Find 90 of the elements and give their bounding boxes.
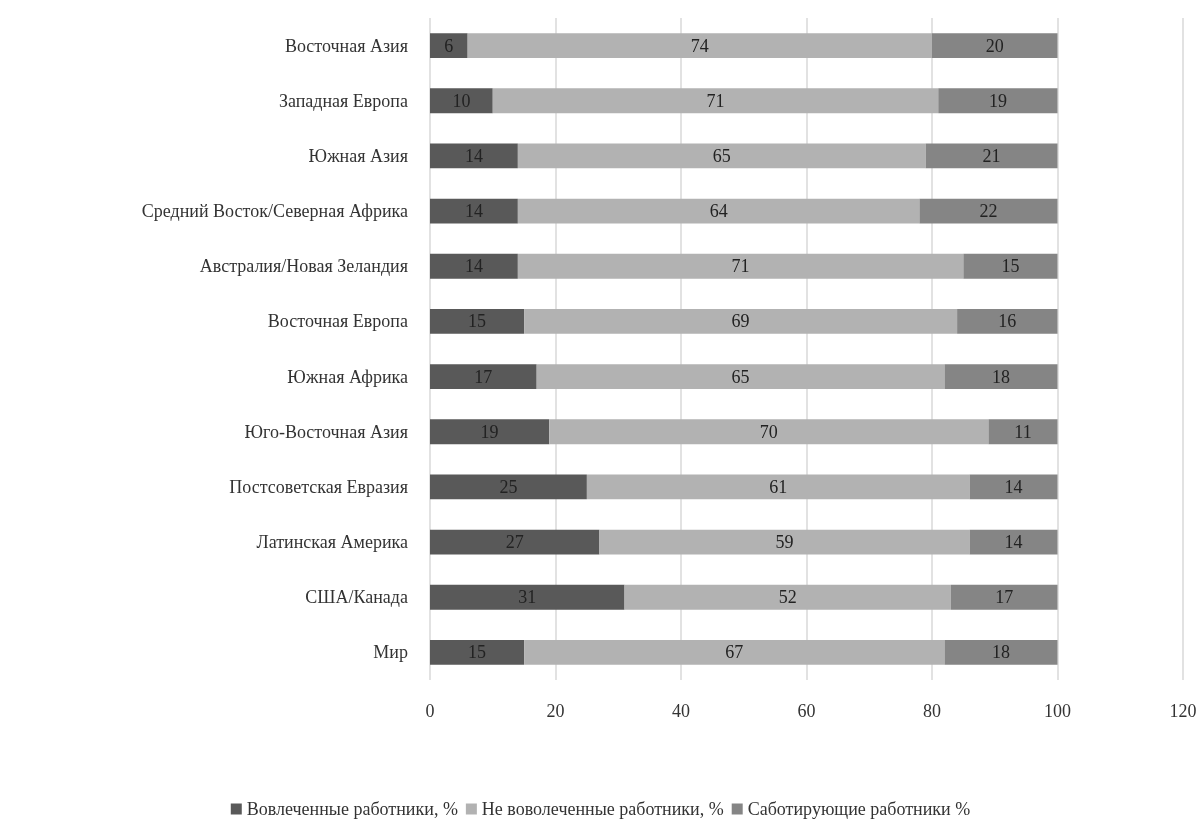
bar xyxy=(524,640,945,665)
y-tick-label: США/Канада xyxy=(305,587,408,608)
data-label: 22 xyxy=(979,201,998,222)
x-tick-label: 80 xyxy=(923,701,941,721)
data-label: 65 xyxy=(731,366,750,387)
bar xyxy=(988,419,1058,445)
y-tick-label: Мир xyxy=(373,642,408,663)
bar xyxy=(517,198,920,224)
bar xyxy=(944,364,1058,389)
x-tick-label: 40 xyxy=(672,701,690,721)
legend-label: Не воволеченные работники, % xyxy=(481,799,724,819)
x-tick-label: 20 xyxy=(546,701,565,721)
data-label: 69 xyxy=(731,311,750,332)
bar xyxy=(430,474,587,500)
x-tick-label: 120 xyxy=(1169,701,1197,721)
data-label: 18 xyxy=(992,642,1011,663)
data-label: 74 xyxy=(690,35,709,56)
bar xyxy=(430,88,493,114)
data-label: 18 xyxy=(992,366,1011,387)
bar xyxy=(517,253,964,279)
data-label: 52 xyxy=(778,587,797,608)
data-label: 11 xyxy=(1014,421,1032,442)
data-label: 71 xyxy=(706,90,725,111)
bar xyxy=(944,640,1058,665)
bar xyxy=(430,529,600,555)
data-label: 65 xyxy=(712,145,731,166)
bar xyxy=(430,584,625,610)
y-tick-label: Юго-Восточная Азия xyxy=(244,421,408,442)
bar xyxy=(969,529,1058,555)
y-tick-label: Южная Африка xyxy=(287,366,408,387)
data-label: 14 xyxy=(1004,476,1023,497)
bar xyxy=(430,309,525,334)
bar xyxy=(963,253,1058,279)
data-label: 10 xyxy=(452,90,471,111)
y-tick-label: Латинская Америка xyxy=(256,532,408,553)
data-label: 14 xyxy=(464,256,483,277)
y-tick-label: Средний Восток/Северная Африка xyxy=(141,201,409,222)
bar xyxy=(467,33,932,58)
bar xyxy=(586,474,970,500)
bar xyxy=(430,143,518,169)
data-label: 6 xyxy=(444,35,454,56)
data-label: 71 xyxy=(731,256,750,277)
y-tick-label: Южная Азия xyxy=(308,145,408,166)
bar xyxy=(932,33,1058,58)
legend-label: Саботирующие работники % xyxy=(747,799,971,819)
bar xyxy=(430,33,468,58)
bar xyxy=(430,364,537,389)
bar xyxy=(938,88,1058,114)
bar xyxy=(492,88,939,114)
x-tick-label: 100 xyxy=(1044,701,1071,721)
y-tick-label: Восточная Азия xyxy=(284,35,408,56)
data-label: 14 xyxy=(464,145,483,166)
bar xyxy=(536,364,945,389)
data-label: 15 xyxy=(1001,256,1020,277)
data-label: 19 xyxy=(988,90,1007,111)
bar xyxy=(430,198,518,224)
bar xyxy=(430,640,525,665)
y-tick-label: Западная Европа xyxy=(278,90,408,111)
data-label: 16 xyxy=(998,311,1017,332)
data-label: 27 xyxy=(505,532,524,553)
data-label: 17 xyxy=(995,587,1014,608)
data-label: 14 xyxy=(1004,532,1023,553)
bar xyxy=(925,143,1058,169)
data-label: 59 xyxy=(775,532,794,553)
bar xyxy=(950,584,1058,610)
bar xyxy=(969,474,1058,500)
y-tick-label: Восточная Европа xyxy=(267,311,408,332)
x-tick-label: 60 xyxy=(797,701,816,721)
bar xyxy=(524,309,958,334)
x-tick-label: 0 xyxy=(425,701,435,721)
data-label: 21 xyxy=(982,145,1001,166)
y-tick-label: Постсоветская Евразия xyxy=(229,476,408,497)
bar xyxy=(549,419,989,445)
data-label: 14 xyxy=(464,201,483,222)
data-label: 70 xyxy=(759,421,778,442)
bar xyxy=(430,253,518,279)
legend-label: Вовлеченные работники, % xyxy=(246,799,458,819)
data-label: 31 xyxy=(518,587,537,608)
data-label: 19 xyxy=(480,421,499,442)
bar xyxy=(430,419,550,445)
bar xyxy=(624,584,951,610)
bar xyxy=(599,529,970,555)
bar xyxy=(517,143,926,169)
y-tick-label: Австралия/Новая Зеландия xyxy=(199,256,408,277)
bar xyxy=(957,309,1058,334)
bar xyxy=(919,198,1058,224)
data-label: 67 xyxy=(725,642,744,663)
data-label: 20 xyxy=(985,35,1004,56)
data-label: 61 xyxy=(769,476,788,497)
data-label: 64 xyxy=(709,201,728,222)
